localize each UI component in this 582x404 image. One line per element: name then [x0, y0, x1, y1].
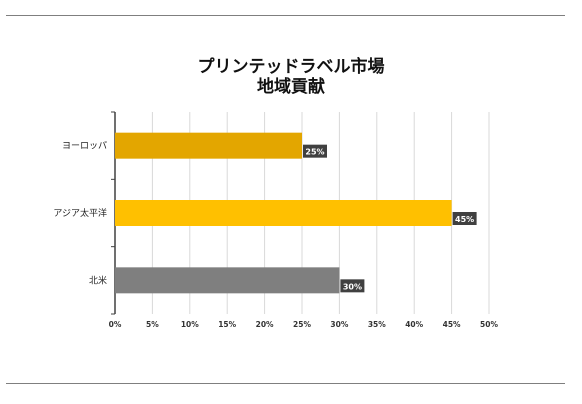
bar [115, 200, 452, 226]
x-tick-label: 25% [293, 320, 311, 329]
bar [115, 132, 302, 159]
x-tick-label: 20% [256, 320, 274, 329]
category-label: アジア太平洋 [53, 207, 107, 219]
x-tick-label: 35% [368, 320, 386, 329]
x-tick-label: 5% [146, 320, 159, 329]
data-label: 30% [343, 282, 362, 291]
x-tick-label: 0% [109, 320, 122, 329]
top-rule [6, 15, 565, 16]
category-label: ヨーロッパ [62, 141, 107, 152]
x-tick-label: 40% [405, 320, 423, 329]
data-label-box [340, 279, 365, 293]
data-label: 25% [305, 148, 324, 157]
x-tick-label: 10% [181, 320, 199, 329]
x-tick-label: 50% [480, 320, 498, 329]
data-label-box [303, 144, 327, 158]
x-tick-label: 45% [443, 320, 461, 329]
data-label-box [452, 212, 477, 225]
category-label: 北米 [89, 274, 107, 286]
chart-subtitle: 地域貢献 [257, 77, 325, 97]
x-tick-label: 30% [330, 320, 348, 329]
x-tick-label: 15% [218, 320, 236, 329]
bottom-rule [6, 383, 565, 384]
bar [115, 267, 340, 294]
data-label: 45% [455, 215, 474, 224]
chart-title: プリンテッドラベル市場 [197, 57, 385, 77]
